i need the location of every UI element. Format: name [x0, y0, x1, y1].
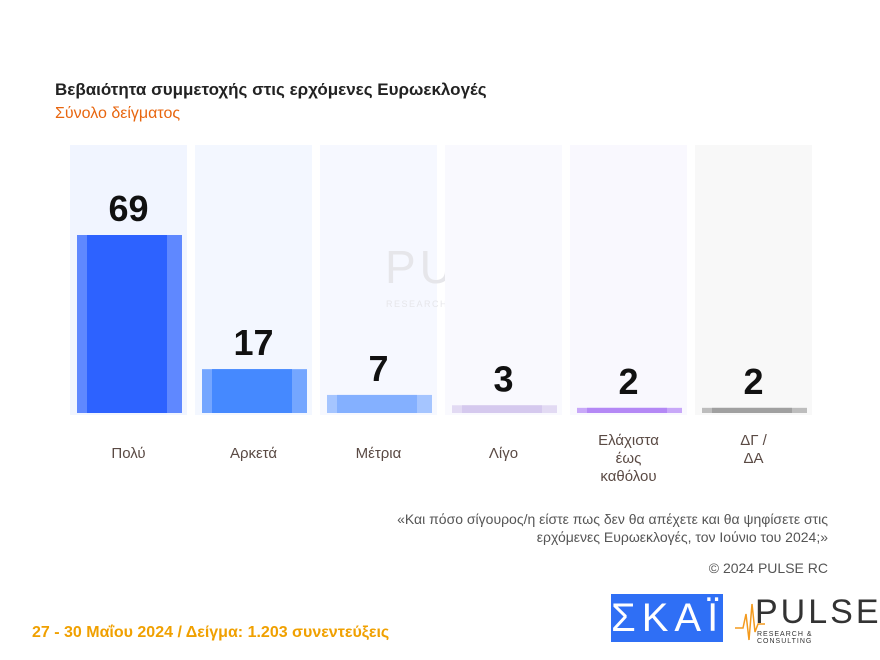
- category-label: Πολύ: [111, 445, 145, 462]
- category-label: Μέτρια: [356, 445, 402, 462]
- pulse-logo: PULSE RESEARCH & CONSULTING: [735, 594, 879, 645]
- column-background: [570, 145, 687, 415]
- category-label: ΔΓ / ΔΑ: [740, 432, 767, 467]
- copyright: © 2024 PULSE RC: [708, 560, 828, 576]
- bar: [337, 394, 417, 413]
- data-label: 2: [618, 361, 638, 402]
- bar: [87, 235, 167, 413]
- data-label: 2: [743, 361, 763, 402]
- column-background: [320, 145, 437, 415]
- bar-chart: 69Πολύ17ΑρκετάPULSERESEARCH & CONSULTING…: [70, 145, 812, 485]
- footer-info: 27 - 30 Μαΐου 2024 / Δείγμα: 1.203 συνεν…: [32, 624, 390, 641]
- data-label: 17: [233, 322, 273, 363]
- bar: [462, 405, 542, 413]
- data-label: 3: [493, 358, 513, 399]
- data-label: 7: [368, 348, 388, 389]
- bar: [587, 407, 667, 413]
- data-label: 69: [108, 188, 148, 229]
- bar: [212, 369, 292, 413]
- column-background: [695, 145, 812, 415]
- skai-logo: ΣΚΑΪ: [611, 594, 725, 642]
- category-label: Ελάχιστα έως καθόλου: [598, 432, 659, 485]
- question-note: «Και πόσο σίγουρος/η είστε πως δεν θα απ…: [397, 511, 828, 545]
- category-label: Λίγο: [489, 445, 518, 462]
- chart-title: Βεβαιότητα συμμετοχής στις ερχόμενες Ευρ…: [55, 80, 487, 99]
- column-background: [445, 145, 562, 415]
- category-label: Αρκετά: [230, 445, 277, 462]
- bar: [712, 407, 792, 413]
- chart-subtitle: Σύνολο δείγματος: [55, 105, 181, 122]
